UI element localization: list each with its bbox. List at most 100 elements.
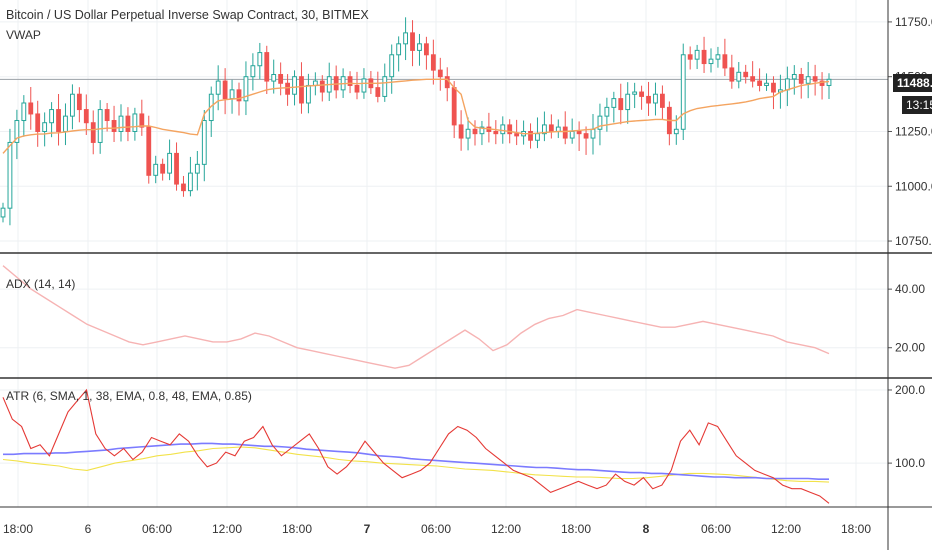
x-tick-label: 06:00 [142,522,172,536]
y-tick-label: 40.00 [895,282,925,296]
candle-body [604,106,610,117]
x-tick-label: 12:00 [771,522,801,536]
candle-body [597,115,603,130]
x-tick-label: 06:00 [421,522,451,536]
candle-body [743,71,749,78]
x-tick-label: 18:00 [561,522,591,536]
candle-body [528,130,533,141]
candle-body [417,43,422,51]
candle-body [611,98,617,108]
vwap-line [2,78,830,154]
candle-body [764,82,769,86]
candle-body [701,49,707,65]
candle-body [500,124,506,135]
candle-body [542,124,547,135]
candle-body [319,80,325,93]
x-tick-label: 7 [364,522,371,536]
candle-body [382,76,388,97]
x-tick-label: 18:00 [841,522,871,536]
candle-body [70,93,75,117]
candle-body [222,80,228,100]
candle-body [42,122,48,132]
candle-body [292,76,297,95]
candle-body [812,76,818,82]
candle-body [306,84,311,104]
candle-body [125,115,131,132]
candle-body [798,74,804,84]
candle-body [430,54,436,71]
candle-body [514,133,520,137]
atr-ema-slow-line [3,442,829,481]
candle-body [63,115,68,132]
x-tick-label: 8 [643,522,650,536]
candle-body [715,54,721,60]
candle-body [285,82,290,95]
y-tick-label: 11750.0 [895,15,932,29]
candle-body [396,43,402,56]
candle-body [694,49,700,60]
candle-body [153,163,159,176]
candle-body [472,128,478,135]
candle-body [687,54,693,60]
candle-body [28,102,34,115]
candle-body [618,98,624,111]
candle-body [791,74,797,80]
candle-body [576,130,582,135]
atr-indicator-label[interactable]: ATR (6, SMA, 1, 38, EMA, 0.8, 48, EMA, 0… [6,389,252,403]
candle-body [271,74,277,82]
candle-body [660,93,665,108]
candle-body [243,76,249,102]
candle-body [819,80,825,86]
candle-body [507,124,513,135]
candle-body [653,93,658,104]
candle-body [215,80,221,95]
candle-body [729,67,735,82]
candle-body [680,54,686,130]
candle-body [236,89,242,102]
price-pane[interactable] [0,17,888,226]
vwap-indicator-label[interactable]: VWAP [6,28,41,42]
candle-body [757,80,762,86]
chart-title: Bitcoin / US Dollar Perpetual Inverse Sw… [6,8,369,22]
adx-pane[interactable] [2,265,830,369]
x-tick-label: 12:00 [212,522,242,536]
y-tick-label: 11250.0 [895,124,932,138]
x-tick-label: 12:00 [491,522,521,536]
candle-body [389,54,395,78]
candle-body [83,109,89,124]
candle-body [118,115,124,132]
candle-body [465,128,471,139]
candle-body [7,141,13,209]
candle-body [451,87,457,126]
candle-body [639,91,644,97]
candle-body [403,32,408,45]
adx-indicator-label[interactable]: ADX (14, 14) [6,277,76,291]
x-tick-label: 6 [85,522,92,536]
candle-body [104,109,110,122]
candle-body [90,122,96,143]
candle-body [375,87,381,97]
candle-body [361,78,367,93]
candle-body [174,152,179,185]
candle-body [590,128,596,139]
candle-body [333,76,339,91]
x-tick-label: 18:00 [282,522,312,536]
candle-body [673,128,679,135]
bar-countdown-badge: 13:15 [902,96,932,114]
candle-body [722,54,728,69]
atr-pane[interactable] [2,388,830,504]
candle-body [278,74,284,84]
candle-body [548,124,554,132]
candle-body [479,126,485,135]
candle-body [160,163,166,174]
candle-body [736,71,742,82]
y-tick-label: 100.0 [895,456,925,470]
candle-body [132,113,138,132]
candle-body [201,120,207,165]
y-tick-label: 10750.0 [895,234,932,248]
candle-body [257,52,263,67]
candle-body [625,93,631,111]
candle-body [354,84,360,93]
candle-body [167,152,172,174]
candle-body [139,113,145,128]
